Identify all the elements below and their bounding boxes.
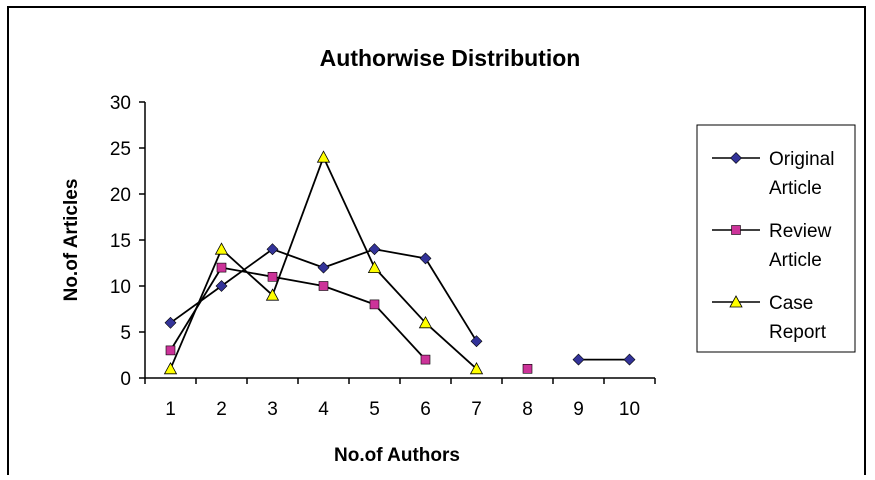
- x-tick-label: 7: [471, 399, 482, 420]
- series-1-point: [470, 335, 483, 348]
- x-tick-label: 9: [573, 399, 584, 420]
- legend-3-marker: [729, 295, 743, 308]
- series-3-point: [469, 361, 484, 375]
- legend-1-label: Article: [769, 178, 822, 199]
- series-2-point: [420, 354, 431, 365]
- series-2-line-segment: [323, 285, 375, 306]
- series-1-point: [572, 353, 585, 366]
- legend-1-label: Original: [769, 149, 834, 170]
- y-tick-label: 10: [110, 277, 131, 298]
- x-axis-title: No.of Authors: [334, 445, 460, 466]
- y-tick-label: 5: [120, 323, 131, 344]
- series-3-point: [418, 315, 433, 329]
- series-3-point: [316, 150, 331, 163]
- x-tick-label: 3: [267, 399, 278, 420]
- series-3-line-segment: [271, 156, 325, 296]
- series-3-line-segment: [424, 322, 478, 370]
- series-2-point: [318, 281, 329, 291]
- series-2-point: [165, 345, 176, 356]
- x-tick-label: 2: [216, 399, 227, 420]
- y-axis-title: No.of Articles: [61, 179, 82, 302]
- series-1-point: [266, 243, 279, 256]
- series-1-point: [215, 280, 228, 292]
- series-1-line-segment: [424, 257, 478, 342]
- series-2-point: [369, 299, 380, 310]
- series-1-line-segment: [272, 248, 324, 269]
- series-1-line-segment: [169, 285, 223, 324]
- y-tick-label: 0: [120, 369, 131, 390]
- series-3-line-segment: [169, 248, 223, 370]
- series-1-line-segment: [374, 248, 426, 260]
- series-3-point: [214, 242, 229, 255]
- legend-3-label: Report: [769, 322, 827, 343]
- x-tick-label: 1: [165, 399, 176, 420]
- series-2-line-segment: [272, 275, 324, 287]
- plot-area: 0 5 10 15 20 25 30 1 2 3 4 5 6 7 8 9 10: [110, 93, 656, 420]
- legend-1-marker: [730, 152, 742, 164]
- series-2-point: [522, 363, 533, 374]
- x-tick-label: 6: [420, 399, 431, 420]
- y-tick-label: 20: [110, 185, 131, 206]
- legend-3-label: Case: [769, 293, 813, 314]
- series-1-line-segment: [323, 248, 375, 269]
- legend-2-label: Review: [769, 221, 832, 242]
- x-tick-label: 8: [522, 399, 533, 420]
- x-tick-label: 4: [318, 399, 329, 420]
- legend-2-marker: [731, 225, 741, 235]
- y-tick-label: 25: [110, 139, 131, 160]
- legend-2-label: Article: [769, 250, 822, 271]
- legend-box: [696, 124, 856, 353]
- legend: Original Article Review Article Case Report: [696, 124, 856, 353]
- chart-title: Authorwise Distribution: [320, 45, 581, 71]
- series-3-line-segment: [220, 248, 274, 296]
- y-tick-label: 15: [110, 231, 131, 252]
- series-1-point: [164, 316, 177, 329]
- series-3-line-segment: [322, 156, 376, 268]
- series-3-point: [265, 288, 280, 301]
- series-3-point: [367, 260, 382, 274]
- x-tick-label: 5: [369, 399, 380, 420]
- series-2-line-segment: [373, 303, 427, 361]
- series-2-point: [267, 271, 278, 282]
- series-1-point: [623, 353, 636, 366]
- series-3-line-segment: [373, 266, 427, 324]
- series-1-line-segment: [220, 248, 274, 287]
- x-tick-label: 10: [619, 399, 640, 420]
- series-2-point: [216, 262, 227, 273]
- y-tick-label: 30: [110, 93, 131, 114]
- series-3-point: [163, 361, 178, 375]
- series-1-point: [419, 252, 432, 265]
- series-1-point: [368, 243, 381, 256]
- series-1-point: [317, 261, 330, 274]
